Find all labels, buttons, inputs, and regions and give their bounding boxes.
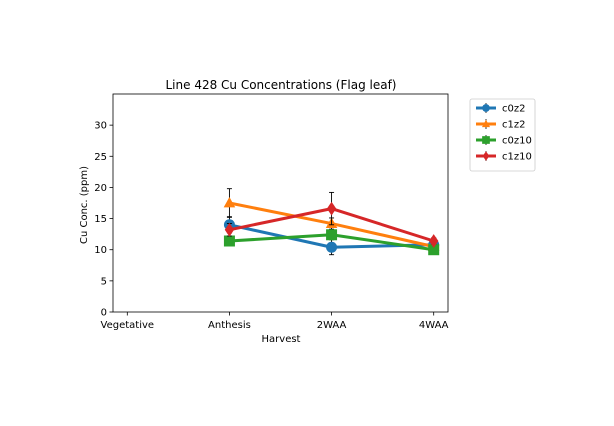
data-point (327, 202, 336, 216)
legend-label: c0z2 (502, 104, 525, 115)
legend: c0z2 c1z2 c0z10 c1z10 (470, 99, 535, 171)
data-point (224, 235, 235, 246)
y-tick-label: 30 (94, 121, 107, 132)
x-axis-label: Harvest (262, 334, 301, 345)
x-tick-label: Vegetative (101, 320, 155, 331)
legend-label: c1z10 (502, 152, 532, 163)
y-axis-label: Cu Conc. (ppm) (79, 166, 90, 244)
legend-label: c0z10 (502, 136, 532, 147)
chart-title: Line 428 Cu Concentrations (Flag leaf) (166, 78, 397, 92)
legend-swatch-marker (482, 104, 490, 112)
data-point (326, 229, 337, 240)
y-tick-label: 25 (94, 152, 107, 163)
legend-swatch-marker (482, 136, 490, 144)
data-point (224, 197, 236, 207)
data-point (326, 242, 337, 253)
plot-layer: 0 5 10 15 20 25 30 Vegetative Anthesis 2WAA 4WAA (94, 94, 448, 331)
x-tick-label: 4WAA (419, 320, 449, 331)
x-tick-label: 2WAA (317, 320, 347, 331)
y-tick-label: 10 (94, 245, 107, 256)
y-tick-label: 0 (101, 308, 107, 319)
x-tick-label: Anthesis (208, 320, 251, 331)
legend-label: c1z2 (502, 120, 525, 131)
y-tick-label: 15 (94, 214, 107, 225)
y-tick-label: 5 (101, 276, 107, 287)
y-tick-label: 20 (94, 183, 107, 194)
plot-frame (113, 94, 448, 312)
